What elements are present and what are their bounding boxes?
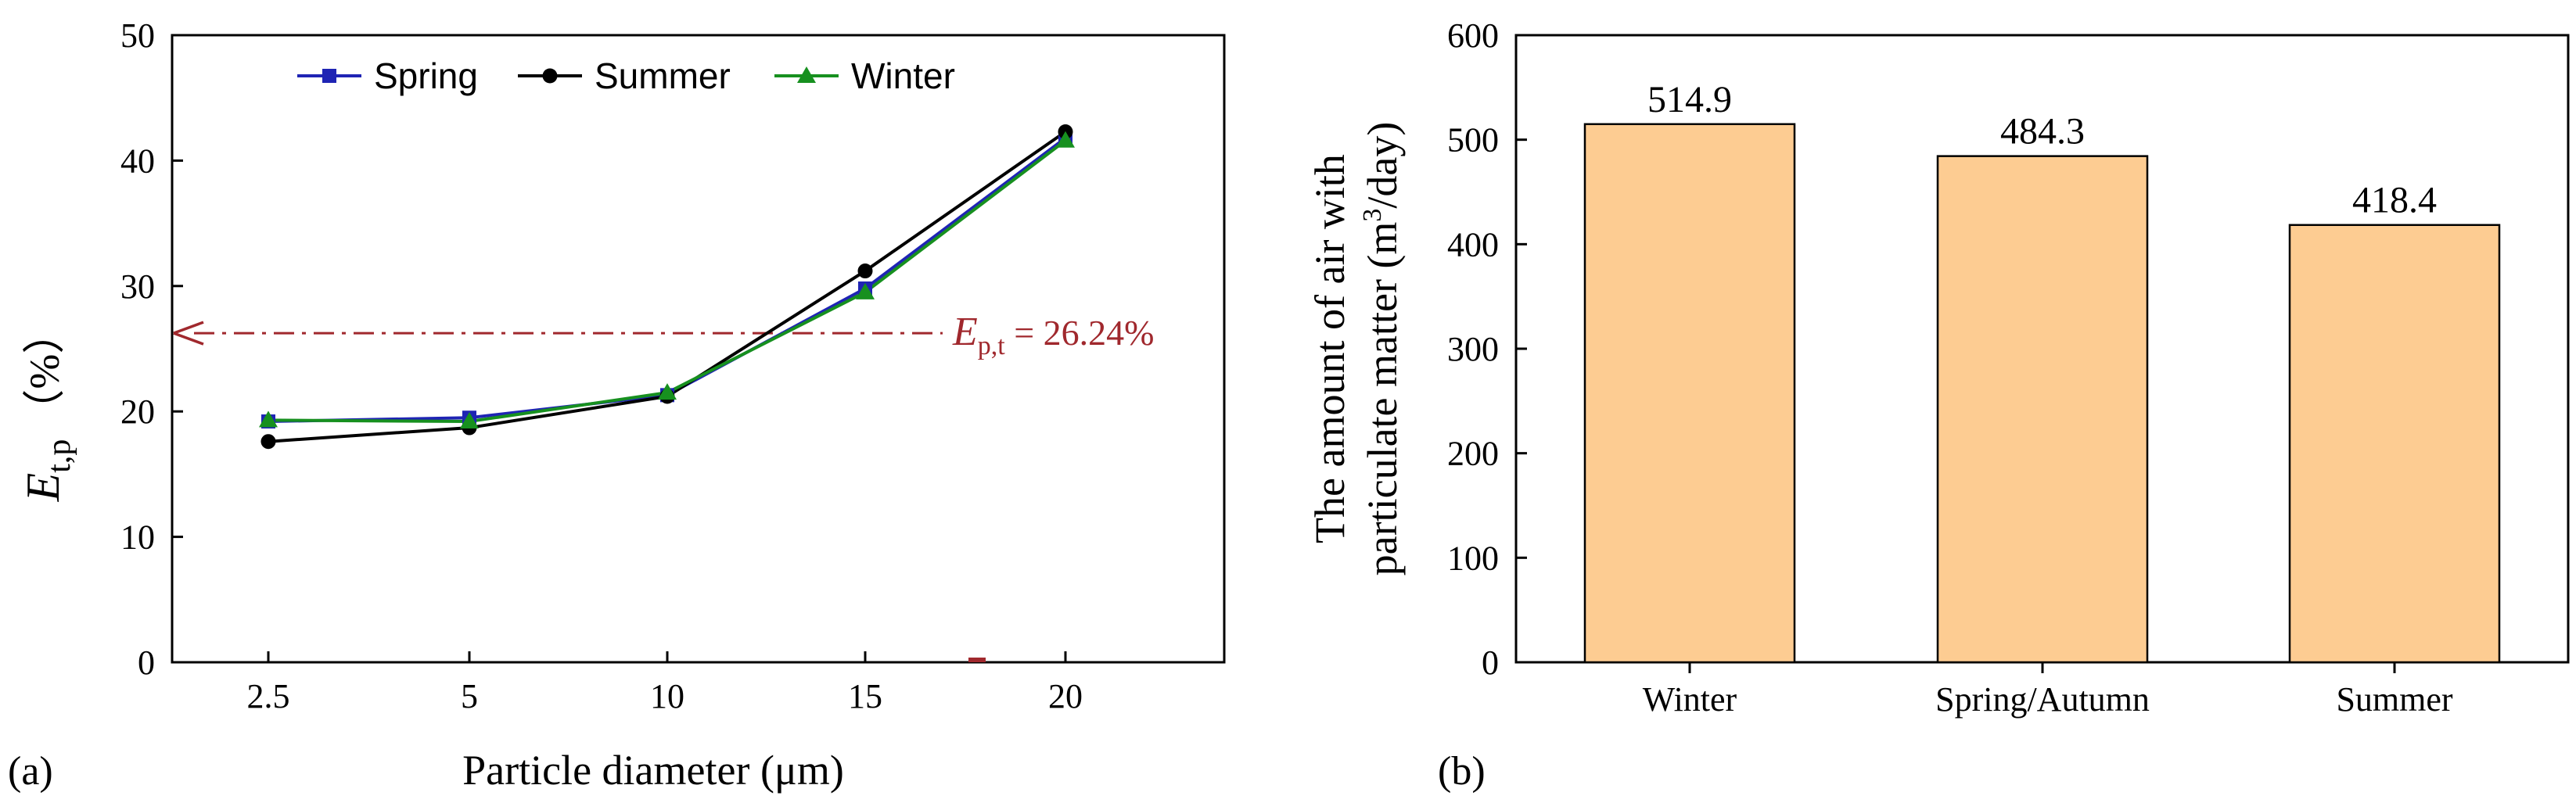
y-axis-title-line2-end: /day) — [1359, 122, 1406, 209]
reference-line-group: Ep,t = 26.24% — [173, 310, 1154, 662]
y-axis-title-superscript: 3 — [1358, 209, 1387, 222]
y-axis-ticks: 0 100 200 300 400 500 600 — [1447, 16, 1527, 682]
data-point-winter — [856, 282, 875, 299]
x-axis-title: Particle diameter (μm) — [462, 747, 844, 794]
y-tick-label: 20 — [120, 393, 155, 431]
data-point-winter — [658, 383, 677, 400]
x-tick-label: 5 — [461, 677, 478, 715]
panel-label-b: (b) — [1438, 749, 1486, 794]
y-axis-title-subscript: t,p — [41, 439, 77, 473]
x-tick-label: Spring/Autumn — [1935, 680, 2150, 719]
y-tick-label: 50 — [120, 16, 155, 55]
y-axis-title-line2-start: particulate matter (m — [1359, 222, 1406, 576]
data-point-winter — [460, 412, 479, 429]
reference-label: Ep,t = 26.24% — [952, 310, 1154, 360]
series-markers — [259, 124, 1075, 450]
reference-label-subscript: p,t — [978, 332, 1006, 360]
legend-label-winter: Winter — [851, 56, 955, 96]
y-tick-label: 400 — [1447, 225, 1499, 263]
bar-summer — [2288, 224, 2501, 664]
x-axis-ticks: Winter Spring/Autumn Summer — [1643, 662, 2453, 719]
series-line-spring — [268, 136, 1067, 424]
x-tick-label: Winter — [1643, 680, 1737, 719]
series-line-winter — [268, 139, 1067, 424]
reference-tick-marker — [968, 658, 986, 662]
y-axis-title-line2: particulate matter (m3/day) — [1358, 122, 1406, 576]
y-tick-label: 200 — [1447, 435, 1499, 473]
y-tick-label: 30 — [120, 267, 155, 306]
bar-spring-autumn — [1936, 155, 2149, 664]
line-chart-panel: 0 10 20 30 40 50 2.5 5 10 15 20 Ep,t = 26.24% Spr… — [8, 16, 1226, 794]
y-tick-label: 0 — [1482, 643, 1499, 682]
x-axis-ticks: 2.5 5 10 15 20 — [247, 651, 1083, 715]
y-axis-ticks: 0 10 20 30 40 50 — [120, 16, 183, 682]
y-tick-label: 10 — [120, 518, 155, 557]
x-tick-label: Summer — [2336, 680, 2452, 719]
x-tick-label: 20 — [1048, 677, 1083, 715]
y-axis-title: Et,p （%） — [17, 312, 77, 503]
data-point-summer — [857, 263, 873, 279]
y-axis-title-line1: The amount of air with — [1306, 154, 1353, 543]
y-tick-label: 600 — [1447, 16, 1499, 55]
bars: 514.9 484.3 418.4 — [1583, 79, 2501, 664]
data-point-winter — [1056, 131, 1075, 148]
legend-label-spring: Spring — [374, 56, 478, 96]
y-axis-title-symbol: E — [17, 473, 69, 503]
bar-value-label: 418.4 — [2352, 180, 2437, 221]
y-tick-label: 100 — [1447, 539, 1499, 577]
legend-marker-spring — [322, 69, 336, 83]
legend-label-summer: Summer — [595, 56, 731, 96]
bar-value-label: 484.3 — [2000, 111, 2085, 152]
legend: Spring Summer Winter — [297, 56, 955, 96]
x-tick-label: 2.5 — [247, 677, 290, 715]
bar-winter — [1583, 123, 1796, 664]
data-point-winter — [259, 410, 278, 428]
reference-label-value: = 26.24% — [1005, 313, 1155, 353]
legend-marker-summer — [542, 68, 558, 84]
x-tick-label: 10 — [650, 677, 684, 715]
legend-marker-winter — [797, 66, 816, 83]
y-tick-label: 40 — [120, 142, 155, 180]
x-tick-label: 15 — [848, 677, 882, 715]
reference-arrowhead — [173, 321, 204, 346]
bar-chart-panel: 0 100 200 300 400 500 600 514.9 484.3 418.4 Wint… — [1306, 16, 2570, 794]
y-tick-label: 500 — [1447, 121, 1499, 160]
bar-value-label: 514.9 — [1647, 79, 1732, 120]
data-point-summer — [260, 434, 276, 450]
plot-area-frame — [171, 34, 1226, 664]
y-tick-label: 300 — [1447, 330, 1499, 368]
panel-label-a: (a) — [8, 749, 53, 794]
y-axis-title-unit: （%） — [21, 312, 68, 432]
y-tick-label: 0 — [138, 643, 155, 682]
reference-label-symbol: E — [952, 310, 978, 354]
